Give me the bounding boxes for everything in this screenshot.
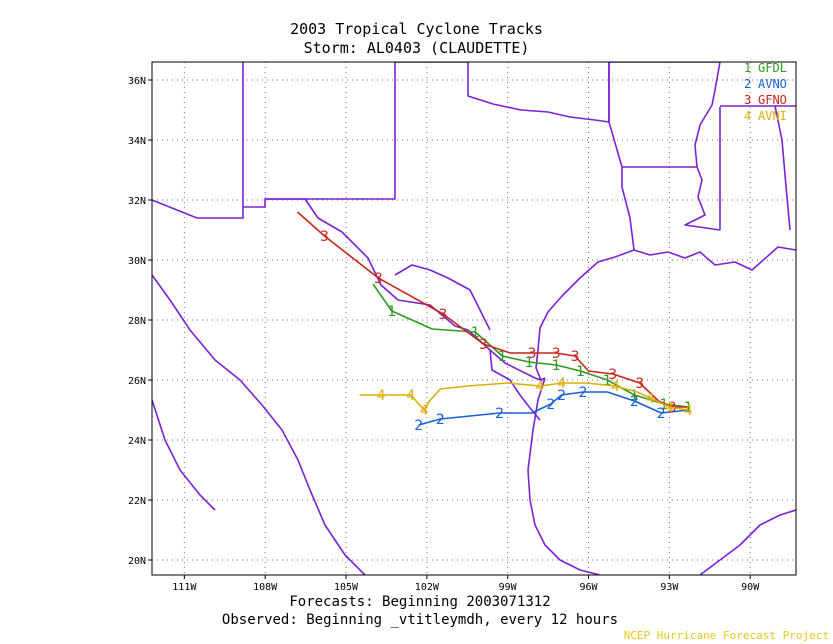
track-marker: 4 — [377, 388, 386, 404]
y-tick-label: 22N — [128, 496, 146, 507]
track-marker: 4 — [536, 379, 545, 395]
x-tick-label: 93W — [660, 582, 679, 593]
y-tick-label: 24N — [128, 436, 146, 447]
us-mexico-border — [152, 198, 546, 381]
track-marker: 3 — [527, 346, 536, 362]
track-marker: 2 — [414, 418, 423, 434]
track-marker: 2 — [657, 406, 666, 422]
track-marker: 1 — [603, 373, 612, 389]
track-line — [296, 211, 689, 408]
track-marker: 4 — [684, 403, 693, 419]
x-tick-label: 96W — [579, 582, 598, 593]
observed-caption: Observed: Beginning _vtitleymdh, every 1… — [221, 612, 619, 628]
model-legend: 1 GFDL 2 AVNO 3 GFNO 4 AVNI — [744, 61, 787, 123]
axis-ticks: 111W 108W 105W 102W 99W 96W 93W 90W 36N 34N 32N 30N… — [128, 76, 760, 593]
track-marker: 1 — [630, 388, 639, 404]
storm-subtitle: Storm: AL0403 (CLAUDETTE) — [303, 39, 530, 57]
track-marker: 3 — [439, 307, 448, 323]
track-line — [359, 382, 689, 411]
track-marker: 3 — [479, 337, 488, 353]
track-marker: 4 — [420, 403, 429, 419]
map-title: 2003 Tropical Cyclone Tracks — [290, 20, 543, 38]
track-marker: 3 — [374, 271, 383, 287]
y-tick-label: 34N — [128, 136, 146, 147]
legend-model-name: AVNO — [758, 77, 787, 91]
x-tick-label: 105W — [334, 582, 359, 593]
red-river — [394, 264, 491, 331]
legend-model-name: AVNI — [758, 109, 787, 123]
y-tick-label: 20N — [128, 556, 146, 567]
legend-number: 2 — [744, 77, 751, 91]
legend-model-name: GFDL — [758, 61, 787, 75]
track-marker: 1 — [498, 349, 507, 365]
lat-lon-grid — [152, 62, 796, 575]
x-tick-label: 102W — [415, 582, 440, 593]
y-tick-label: 26N — [128, 376, 146, 387]
texas-coast — [535, 249, 635, 381]
x-tick-label: 111W — [172, 582, 197, 593]
track-marker: 2 — [557, 388, 566, 404]
track-marker: 1 — [525, 355, 534, 371]
y-tick-label: 36N — [128, 76, 146, 87]
legend-number: 3 — [744, 93, 751, 107]
legend-number: 1 — [744, 61, 751, 75]
track-line — [418, 391, 689, 426]
credit-label: NCEP Hurricane Forecast Project — [623, 629, 829, 642]
track-marker: 2 — [579, 385, 588, 401]
x-tick-label: 99W — [499, 582, 518, 593]
track-marker: 3 — [552, 346, 561, 362]
track-marker: 4 — [557, 376, 566, 392]
track-marker: 2 — [436, 412, 445, 428]
yucatan-coast — [699, 509, 796, 575]
texas-louisiana-border — [608, 121, 635, 251]
track-marker: 4 — [611, 379, 620, 395]
plot-frame — [151, 61, 797, 576]
track-marker: 3 — [608, 367, 617, 383]
track-marker: 3 — [320, 229, 329, 245]
track-marker: 1 — [552, 358, 561, 374]
mexico-gulf-coast — [527, 377, 601, 575]
x-tick-label: 108W — [253, 582, 278, 593]
track-marker: 2 — [546, 397, 555, 413]
state-country-boundaries — [152, 62, 796, 575]
forecast-caption: Forecasts: Beginning 2003071312 — [289, 594, 551, 610]
track-line — [372, 283, 689, 408]
track-marker: 1 — [387, 304, 396, 320]
track-marker: 1 — [576, 364, 585, 380]
mexico-west-coast — [152, 274, 366, 575]
track-marker: 3 — [571, 349, 580, 365]
legend-model-name: GFNO — [758, 93, 787, 107]
baja-coast — [152, 399, 216, 511]
track-marker: 4 — [665, 400, 674, 416]
oklahoma-arkansas-border — [608, 62, 720, 122]
texas-north-border — [265, 62, 610, 200]
track-marker: 3 — [635, 376, 644, 392]
track-marker: 1 — [684, 400, 693, 416]
track-marker: 4 — [406, 388, 415, 404]
y-tick-label: 32N — [128, 196, 146, 207]
y-tick-label: 30N — [128, 256, 146, 267]
y-tick-label: 28N — [128, 316, 146, 327]
louisiana-coast — [633, 246, 796, 271]
track-marker: 4 — [646, 391, 655, 407]
mississippi-river — [684, 62, 721, 231]
alabama-georgia — [774, 105, 791, 231]
track-marker: 2 — [495, 406, 504, 422]
x-tick-label: 90W — [741, 582, 760, 593]
mexico-state-line — [489, 349, 541, 421]
track-marker: 2 — [630, 394, 639, 410]
legend-number: 4 — [744, 109, 751, 123]
track-marker: 1 — [471, 325, 480, 341]
